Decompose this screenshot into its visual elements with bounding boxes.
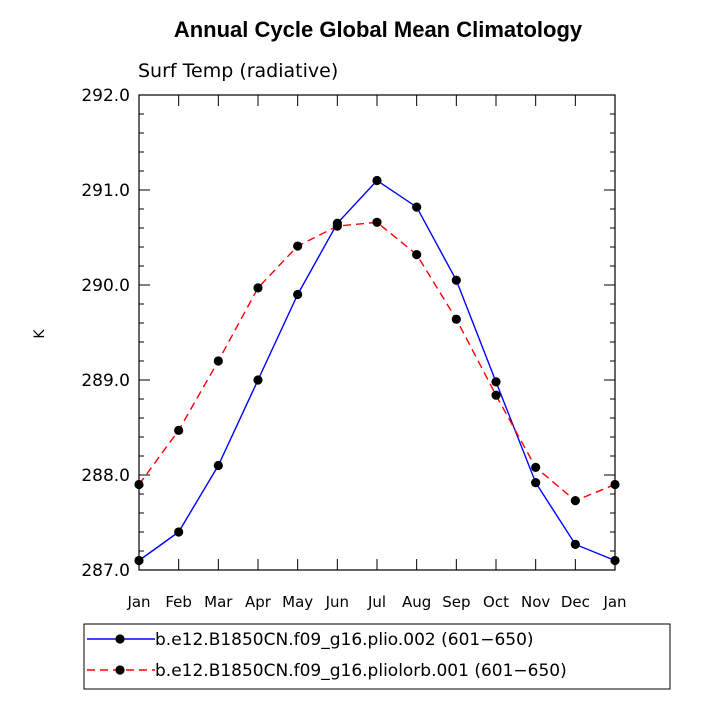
legend-marker-2 <box>115 665 125 675</box>
series-1-point <box>372 175 382 186</box>
plot-frame <box>138 94 616 571</box>
series-2-point <box>531 462 541 472</box>
y-tick-label: 291.0 <box>81 181 130 201</box>
legend-marker-1 <box>115 634 125 644</box>
y-tick-label: 290.0 <box>81 276 130 296</box>
x-tick-label: Sep <box>442 593 470 611</box>
x-tick-label: Aug <box>402 593 431 611</box>
series-2-point <box>610 479 620 490</box>
series-1-point <box>610 555 620 566</box>
series-2-point <box>174 425 184 435</box>
series-1-point <box>570 539 580 549</box>
x-tick-label: Feb <box>165 593 192 611</box>
series-2-point <box>491 390 501 400</box>
series-1-point <box>491 377 501 387</box>
series-2-point <box>570 496 580 506</box>
x-tick-label: Apr <box>245 593 272 611</box>
chart-subtitle: Surf Temp (radiative) <box>138 60 338 82</box>
series-layer <box>134 175 620 566</box>
x-tick-label: May <box>282 593 313 611</box>
x-tick-label: Nov <box>521 593 550 611</box>
series-2-point <box>332 221 342 231</box>
series-2-point <box>213 356 223 366</box>
axes: 287.0 288.0 289.0 290.0 291.0 292.0 Jan Feb Mar A… <box>81 86 626 611</box>
series-2-point <box>372 217 382 227</box>
x-tick-label: Jul <box>367 593 386 611</box>
series-line-1 <box>138 179 616 562</box>
x-tick-label: Mar <box>204 593 233 611</box>
chart-title: Annual Cycle Global Mean Climatology <box>174 17 583 42</box>
series-1-point <box>134 555 144 566</box>
series-1-point <box>412 202 422 212</box>
series-1-point <box>174 527 184 537</box>
series-2-point <box>134 479 144 490</box>
series-line-2 <box>138 221 616 502</box>
series-2-point <box>253 283 263 293</box>
y-tick-label: 288.0 <box>81 466 130 486</box>
series-1-point <box>293 289 303 300</box>
series-1-point <box>531 478 541 488</box>
series-1-point <box>253 375 263 385</box>
y-axis-label: K <box>32 329 48 339</box>
x-tick-label: Jun <box>325 593 349 611</box>
x-tick-label: Jan <box>602 593 626 611</box>
series-2-point <box>451 314 461 324</box>
series-1-point <box>213 460 223 471</box>
x-tick-label: Oct <box>483 593 509 611</box>
y-tick-label: 292.0 <box>81 86 130 106</box>
legend-label-1: b.e12.B1850CN.f09_g16.plio.002 (601−650) <box>155 630 534 650</box>
series-2-point <box>293 241 303 251</box>
series-2-point <box>412 250 422 260</box>
legend-box <box>83 623 671 690</box>
series-1-point <box>451 275 461 285</box>
y-tick-label: 287.0 <box>81 561 130 581</box>
y-tick-label: 289.0 <box>81 371 130 391</box>
legend: b.e12.B1850CN.f09_g16.plio.002 (601−650)… <box>83 623 671 690</box>
x-tick-label: Dec <box>561 593 590 611</box>
x-tick-label: Jan <box>126 593 150 611</box>
legend-label-2: b.e12.B1850CN.f09_g16.pliolorb.001 (601−… <box>155 661 567 681</box>
